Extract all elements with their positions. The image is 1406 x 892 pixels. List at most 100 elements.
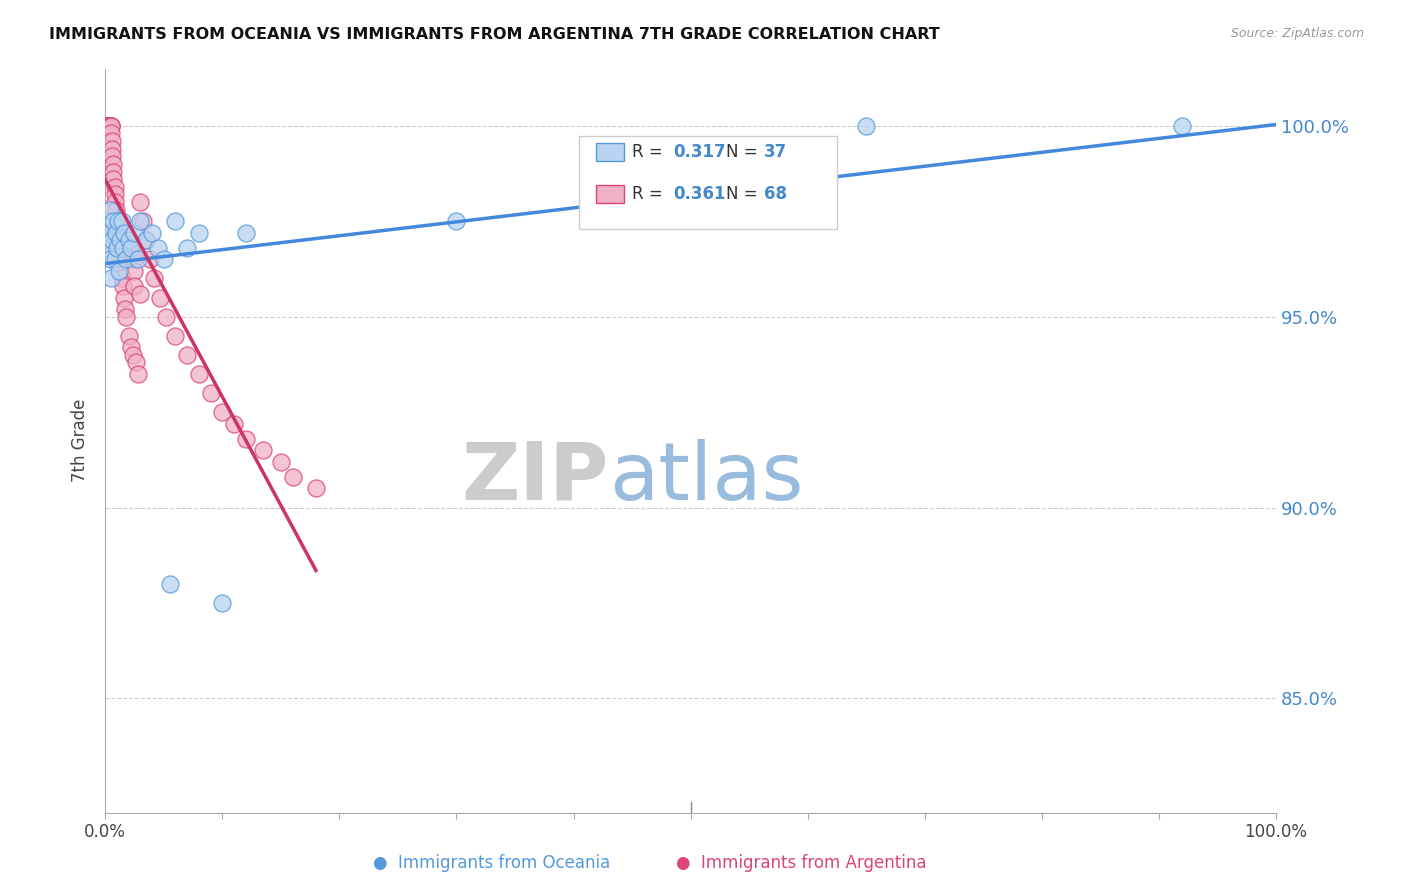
Point <box>101 142 124 156</box>
Point <box>98 202 121 217</box>
Point <box>165 328 187 343</box>
Point <box>105 233 128 247</box>
Point <box>127 252 149 267</box>
Point <box>97 119 120 133</box>
Point <box>124 226 146 240</box>
Text: 37: 37 <box>765 143 787 161</box>
Point <box>165 214 187 228</box>
Point <box>211 596 233 610</box>
Point <box>117 241 139 255</box>
Point <box>129 214 152 228</box>
Point <box>115 252 138 267</box>
FancyBboxPatch shape <box>596 143 624 161</box>
Point <box>101 233 124 247</box>
Point <box>124 264 146 278</box>
Point <box>98 252 121 267</box>
Point <box>270 455 292 469</box>
Point <box>855 119 877 133</box>
Point <box>108 252 131 267</box>
Point <box>100 127 122 141</box>
Point <box>103 157 125 171</box>
Point <box>103 195 125 210</box>
Point <box>100 271 122 285</box>
Point <box>108 264 131 278</box>
Point <box>97 119 120 133</box>
Text: Source: ZipAtlas.com: Source: ZipAtlas.com <box>1230 27 1364 40</box>
FancyBboxPatch shape <box>579 136 837 228</box>
Point <box>96 119 118 133</box>
Point <box>446 214 468 228</box>
Y-axis label: 7th Grade: 7th Grade <box>72 399 89 483</box>
Point <box>107 241 129 255</box>
Point <box>101 134 124 148</box>
Point <box>100 119 122 133</box>
Point <box>149 291 172 305</box>
Point <box>1171 119 1194 133</box>
Point <box>101 149 124 163</box>
Point <box>127 367 149 381</box>
Text: 0.361: 0.361 <box>673 186 725 203</box>
Point <box>96 241 118 255</box>
Point <box>96 119 118 133</box>
Point <box>112 226 135 240</box>
Point <box>124 279 146 293</box>
Point <box>111 279 134 293</box>
Point <box>105 226 128 240</box>
Point <box>211 405 233 419</box>
Point <box>103 164 125 178</box>
Point <box>176 348 198 362</box>
Point <box>252 443 274 458</box>
Point <box>96 233 118 247</box>
Point <box>98 119 121 133</box>
Text: R =: R = <box>633 143 668 161</box>
Point <box>143 271 166 285</box>
Point <box>100 119 122 133</box>
Point <box>107 214 129 228</box>
Point <box>146 241 169 255</box>
Point <box>98 119 121 133</box>
Point <box>103 187 125 202</box>
Point <box>103 214 125 228</box>
Text: N =: N = <box>725 186 762 203</box>
Point <box>235 432 257 446</box>
Point <box>124 355 146 369</box>
Point <box>114 301 136 316</box>
Point <box>135 233 157 247</box>
Point <box>129 286 152 301</box>
Point <box>110 233 132 247</box>
Point <box>96 119 118 133</box>
Text: 0.317: 0.317 <box>673 143 725 161</box>
Point <box>100 119 122 133</box>
Point <box>138 252 160 267</box>
FancyBboxPatch shape <box>596 186 624 203</box>
Text: ●  Immigrants from Oceania: ● Immigrants from Oceania <box>374 855 610 872</box>
Point <box>98 119 121 133</box>
Point <box>110 271 132 285</box>
Point <box>235 226 257 240</box>
Point <box>96 119 118 133</box>
Point <box>176 241 198 255</box>
Point <box>112 291 135 305</box>
Point <box>122 348 145 362</box>
Point <box>281 470 304 484</box>
Point <box>117 233 139 247</box>
Point <box>104 226 127 240</box>
Point <box>115 310 138 324</box>
Point <box>97 119 120 133</box>
Point <box>97 226 120 240</box>
Point <box>135 233 157 247</box>
Point <box>305 482 328 496</box>
Point <box>187 367 209 381</box>
Point <box>155 310 177 324</box>
Point <box>222 417 245 431</box>
Point <box>152 252 174 267</box>
Point <box>103 179 125 194</box>
Point <box>96 214 118 228</box>
Text: atlas: atlas <box>609 439 803 517</box>
Point <box>97 119 120 133</box>
Point <box>110 214 132 228</box>
Point <box>110 264 132 278</box>
Point <box>103 252 125 267</box>
Point <box>159 577 181 591</box>
Point <box>124 252 146 267</box>
